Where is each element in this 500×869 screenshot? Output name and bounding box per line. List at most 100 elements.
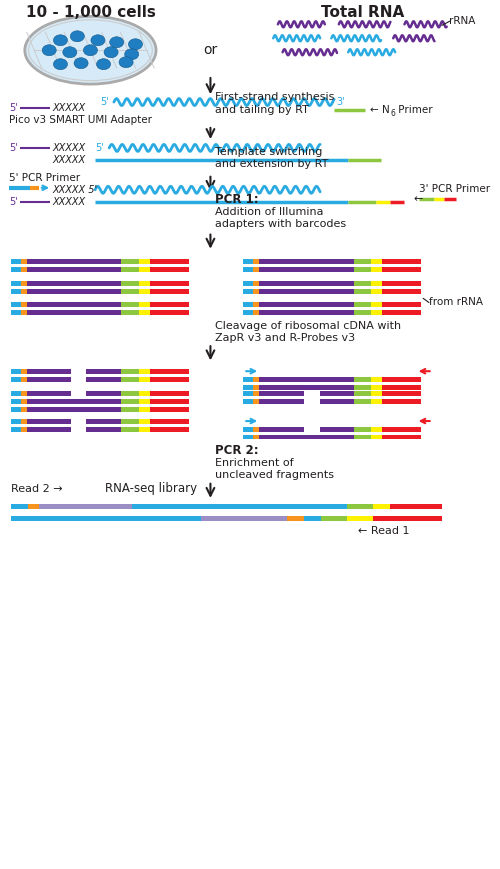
Text: XXXXX: XXXXX — [52, 103, 85, 113]
Bar — [27, 267, 121, 272]
Ellipse shape — [91, 35, 105, 46]
Bar — [253, 391, 260, 395]
Bar — [20, 259, 27, 264]
Bar — [11, 289, 20, 294]
Bar — [253, 385, 260, 389]
Text: 3' PCR Primer: 3' PCR Primer — [418, 183, 490, 194]
Bar — [121, 376, 139, 381]
Text: 6: 6 — [390, 109, 396, 117]
Bar — [27, 302, 121, 307]
Bar — [150, 419, 189, 423]
Bar — [139, 259, 149, 264]
Bar — [27, 399, 121, 403]
Bar — [20, 302, 27, 307]
Bar — [372, 434, 382, 440]
Bar — [139, 310, 149, 315]
Bar — [27, 391, 72, 395]
Bar — [150, 302, 189, 307]
Bar — [260, 289, 354, 294]
Bar — [20, 399, 27, 403]
Ellipse shape — [42, 44, 56, 56]
Bar — [20, 289, 27, 294]
Bar — [354, 399, 372, 403]
Text: ←: ← — [414, 194, 423, 203]
Text: ← Read 1: ← Read 1 — [358, 526, 409, 535]
Bar — [27, 281, 121, 286]
Bar — [139, 427, 149, 432]
Text: ZapR v3 and R-Probes v3: ZapR v3 and R-Probes v3 — [215, 334, 356, 343]
Text: PCR 2:: PCR 2: — [215, 444, 259, 457]
Bar — [253, 267, 260, 272]
Bar — [260, 281, 354, 286]
Bar — [11, 368, 20, 374]
Bar — [382, 281, 422, 286]
Bar — [86, 368, 121, 374]
Bar — [139, 368, 149, 374]
Ellipse shape — [104, 47, 118, 57]
Bar — [260, 302, 354, 307]
Bar — [27, 368, 72, 374]
Bar — [139, 407, 149, 412]
Text: Total RNA: Total RNA — [320, 5, 404, 20]
Bar — [28, 504, 39, 509]
Text: Addition of Illumina: Addition of Illumina — [215, 207, 324, 216]
Bar — [27, 310, 121, 315]
Bar — [139, 419, 149, 423]
Bar — [253, 434, 260, 440]
Bar — [354, 302, 372, 307]
Text: XXXXX 5': XXXXX 5' — [52, 185, 97, 195]
Text: and extension by RT: and extension by RT — [215, 159, 328, 169]
Bar — [27, 289, 121, 294]
Bar — [354, 310, 372, 315]
Bar — [150, 310, 189, 315]
Bar — [150, 289, 189, 294]
Bar — [320, 427, 354, 432]
Bar — [20, 391, 27, 395]
Text: First-strand synthesis: First-strand synthesis — [215, 92, 334, 102]
Bar — [372, 310, 382, 315]
Bar — [150, 368, 189, 374]
Bar — [27, 419, 72, 423]
Bar — [382, 302, 422, 307]
Bar — [382, 391, 422, 395]
Bar — [11, 310, 20, 315]
Bar — [320, 399, 354, 403]
Bar — [286, 516, 304, 521]
Bar — [260, 434, 354, 440]
Text: from rRNA: from rRNA — [429, 297, 483, 308]
Bar — [27, 376, 72, 381]
Bar — [11, 376, 20, 381]
Bar — [373, 504, 390, 509]
Ellipse shape — [54, 59, 68, 70]
Bar — [121, 310, 139, 315]
Bar — [86, 376, 121, 381]
Bar — [11, 302, 20, 307]
Bar — [150, 281, 189, 286]
Text: or: or — [204, 43, 218, 57]
Text: 5': 5' — [100, 97, 108, 107]
Text: 5' PCR Primer: 5' PCR Primer — [9, 173, 80, 182]
Bar — [382, 385, 422, 389]
Bar — [260, 376, 354, 381]
Bar — [382, 399, 422, 403]
Bar — [372, 259, 382, 264]
Bar — [121, 419, 139, 423]
Text: uncleaved fragments: uncleaved fragments — [215, 470, 334, 480]
Bar — [121, 267, 139, 272]
Bar — [382, 289, 422, 294]
Text: XXXXX: XXXXX — [52, 155, 85, 165]
Text: Primer: Primer — [395, 105, 432, 115]
Bar — [372, 385, 382, 389]
Bar — [20, 407, 27, 412]
Text: ← N: ← N — [370, 105, 390, 115]
Text: adapters with barcodes: adapters with barcodes — [215, 219, 346, 229]
Bar — [11, 407, 20, 412]
Bar — [372, 281, 382, 286]
Bar — [260, 310, 354, 315]
Text: 10 - 1,000 cells: 10 - 1,000 cells — [26, 5, 156, 20]
Bar — [260, 259, 354, 264]
Bar — [150, 259, 189, 264]
Text: 5': 5' — [95, 143, 104, 153]
Bar — [253, 376, 260, 381]
Text: PCR 1:: PCR 1: — [215, 193, 259, 206]
